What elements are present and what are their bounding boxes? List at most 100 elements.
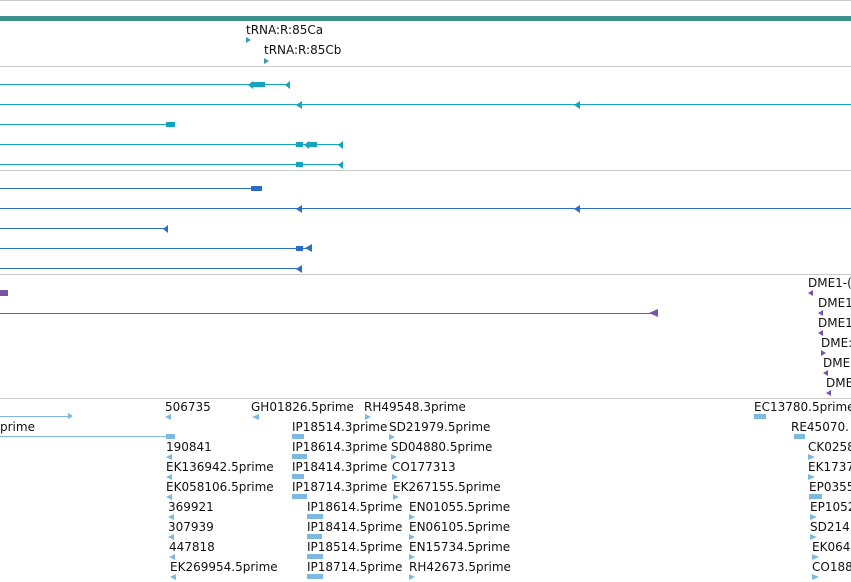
feature-label[interactable]: DME1 <box>818 296 851 310</box>
exon-box[interactable] <box>308 142 317 147</box>
transcript-line[interactable] <box>0 208 851 209</box>
est-label[interactable]: EK058106.5prime <box>166 480 274 494</box>
exon-box[interactable] <box>252 82 265 87</box>
est-block[interactable] <box>754 414 766 419</box>
est-label[interactable]: IP18714.3prime <box>292 480 388 494</box>
transcript-line[interactable] <box>0 188 262 189</box>
est-label[interactable]: EC13780.5prime <box>754 400 851 414</box>
est-block[interactable] <box>812 574 819 580</box>
strand-arrow-icon <box>338 141 343 149</box>
est-label[interactable]: RE45070. <box>791 420 849 434</box>
transcript-line[interactable] <box>0 248 312 249</box>
exon-box[interactable] <box>296 162 303 167</box>
est-block[interactable] <box>365 414 371 420</box>
est-block[interactable] <box>409 554 415 560</box>
transcript-line[interactable] <box>0 104 851 105</box>
transcript-line[interactable] <box>0 124 170 125</box>
est-label[interactable]: IP18514.5prime <box>307 540 403 554</box>
est-label[interactable]: EN01055.5prime <box>409 500 511 514</box>
feature-label[interactable]: DME <box>823 356 851 370</box>
est-alignment-line[interactable] <box>0 416 72 417</box>
est-label[interactable]: EK269954.5prime <box>170 560 278 574</box>
exon-box[interactable] <box>251 186 262 191</box>
est-label[interactable]: IP18514.3prime <box>292 420 388 434</box>
transcript-line[interactable] <box>0 313 656 314</box>
est-label[interactable]: IP18414.3prime <box>292 460 388 474</box>
est-block[interactable] <box>292 434 304 439</box>
est-block[interactable] <box>307 514 323 519</box>
feature-label[interactable]: DME1-( <box>808 276 851 290</box>
est-label[interactable]: 447818 <box>169 540 215 554</box>
est-block[interactable] <box>392 474 398 480</box>
transcript-line[interactable] <box>0 268 302 269</box>
est-block[interactable] <box>166 434 175 439</box>
est-label[interactable]: EK136942.5prime <box>166 460 274 474</box>
est-label[interactable]: RH49548.3prime <box>364 400 466 414</box>
est-block[interactable] <box>391 454 397 460</box>
est-block[interactable] <box>168 534 174 540</box>
est-label[interactable]: RH42673.5prime <box>409 560 511 574</box>
est-label[interactable]: EN06105.5prime <box>409 520 511 534</box>
feature-label[interactable]: DME <box>826 376 851 390</box>
est-block[interactable] <box>292 474 304 479</box>
exon-box[interactable] <box>0 290 8 296</box>
est-block[interactable] <box>252 414 259 420</box>
est-label[interactable]: EP1052 <box>810 500 851 514</box>
exon-box[interactable] <box>296 142 303 147</box>
est-block[interactable] <box>169 554 175 560</box>
est-block[interactable] <box>166 454 172 460</box>
est-block[interactable] <box>810 494 822 499</box>
est-block[interactable] <box>307 554 323 559</box>
est-block[interactable] <box>292 454 307 459</box>
est-label[interactable]: SD21979.5prime <box>389 420 491 434</box>
trna-label[interactable]: tRNA:R:85Ca <box>246 23 324 37</box>
est-label[interactable]: 190841 <box>166 440 212 454</box>
est-block[interactable] <box>168 514 174 520</box>
est-block[interactable] <box>166 494 172 500</box>
track-separator <box>0 274 851 275</box>
est-alignment-line[interactable] <box>0 436 172 437</box>
est-block[interactable] <box>307 534 322 539</box>
est-label[interactable]: EP0355 <box>809 480 851 494</box>
est-label[interactable]: CO177313 <box>392 460 456 474</box>
est-block[interactable] <box>393 494 399 500</box>
est-block[interactable] <box>165 414 171 420</box>
est-label[interactable]: SD04880.5prime <box>391 440 493 454</box>
trna-gene-glyph[interactable] <box>246 37 251 43</box>
est-block[interactable] <box>794 434 805 439</box>
feature-label[interactable]: DME: <box>821 336 851 350</box>
transcript-line[interactable] <box>0 164 343 165</box>
est-label[interactable]: IP18614.3prime <box>292 440 388 454</box>
est-label[interactable]: IP18614.5prime <box>307 500 403 514</box>
est-label[interactable]: EK1737 <box>808 460 851 474</box>
est-label[interactable]: 506735 <box>165 400 211 414</box>
est-label[interactable]: CK0258 <box>808 440 851 454</box>
est-block[interactable] <box>389 434 395 440</box>
est-label[interactable]: GH01826.5prime <box>251 400 354 414</box>
trna-label[interactable]: tRNA:R:85Cb <box>264 43 342 57</box>
est-block[interactable] <box>166 474 172 480</box>
est-label[interactable]: 369921 <box>168 500 214 514</box>
feature-label[interactable]: DME1 <box>818 316 851 330</box>
est-block[interactable] <box>292 494 307 499</box>
est-label[interactable]: 307939 <box>168 520 214 534</box>
est-label[interactable]: EK064 <box>812 540 851 554</box>
exon-box[interactable] <box>296 246 303 251</box>
est-label[interactable]: IP18414.5prime <box>307 520 403 534</box>
exon-box[interactable] <box>166 122 175 127</box>
est-label[interactable]: prime <box>0 420 35 434</box>
est-block[interactable] <box>409 514 415 520</box>
est-label[interactable]: SD214 <box>810 520 850 534</box>
transcript-line[interactable] <box>0 84 290 85</box>
est-label[interactable]: EN15734.5prime <box>409 540 511 554</box>
transcript-line[interactable] <box>0 144 343 145</box>
transcript-line[interactable] <box>0 228 168 229</box>
est-label[interactable]: CO188 <box>812 560 851 574</box>
est-block[interactable] <box>409 534 415 540</box>
trna-gene-glyph[interactable] <box>264 58 269 64</box>
est-label[interactable]: EK267155.5prime <box>393 480 501 494</box>
est-block[interactable] <box>307 574 323 579</box>
est-block[interactable] <box>170 574 176 580</box>
est-block[interactable] <box>409 574 415 580</box>
est-label[interactable]: IP18714.5prime <box>307 560 403 574</box>
